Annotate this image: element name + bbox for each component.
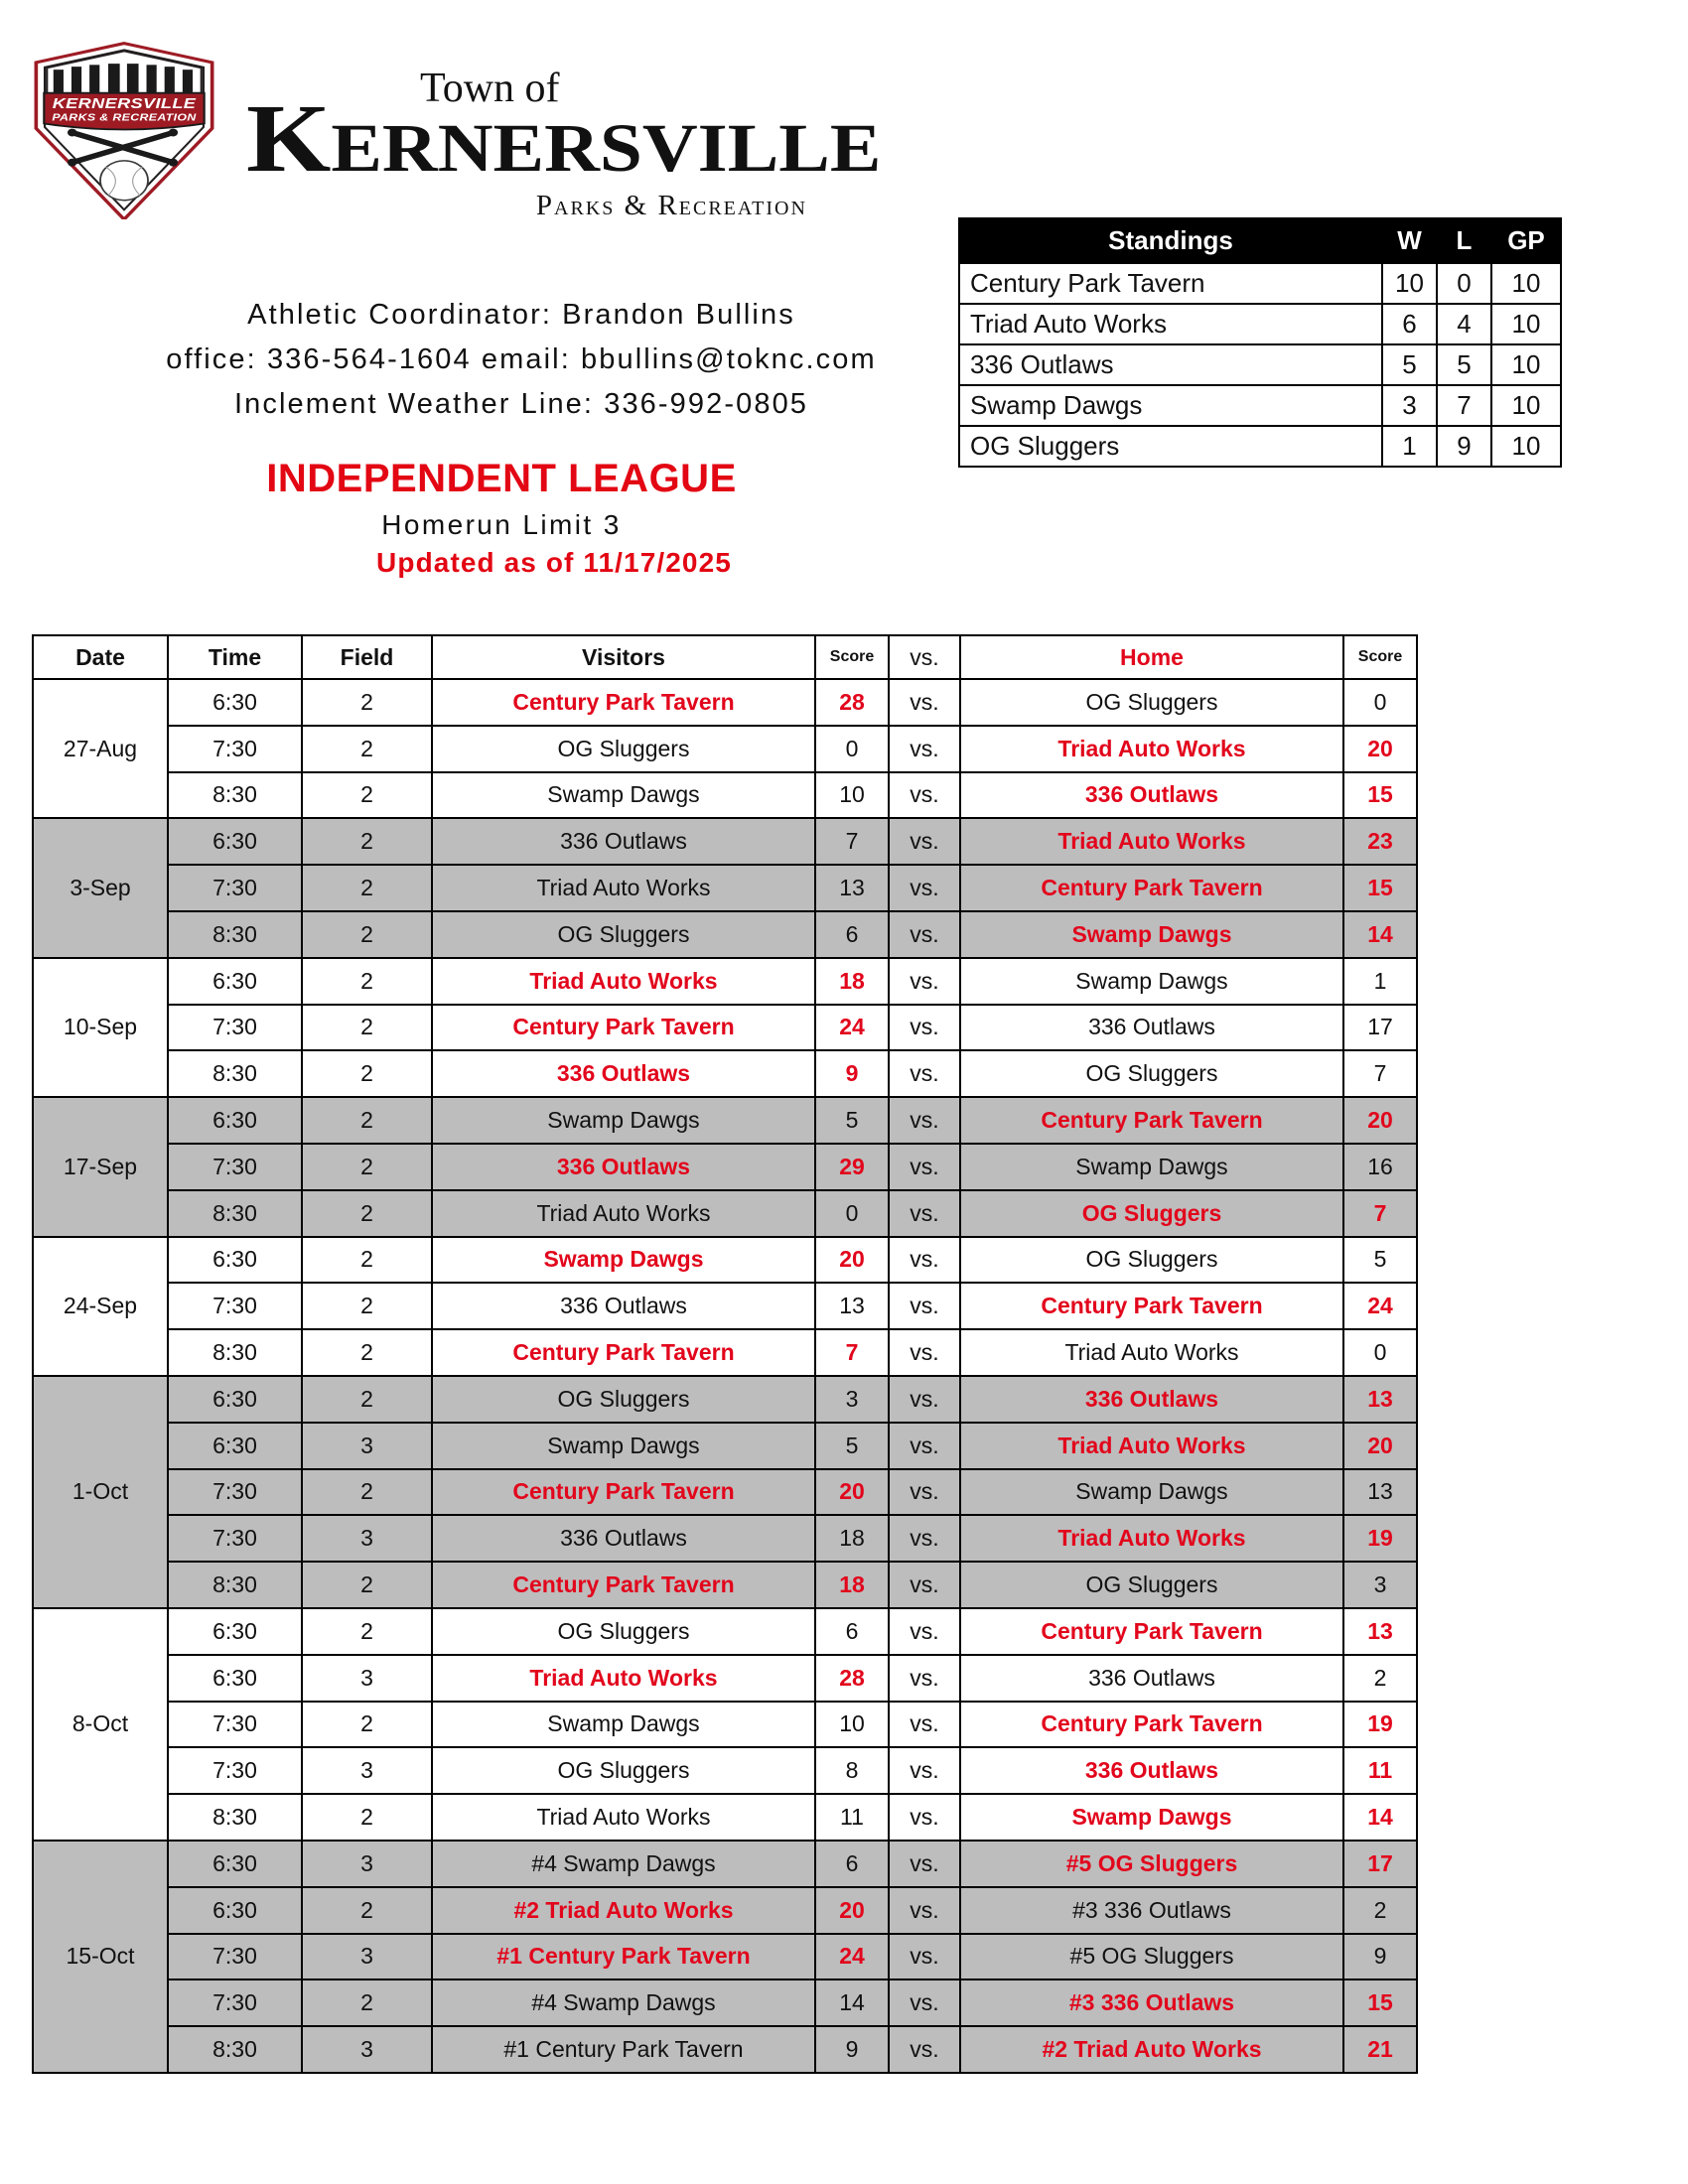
svg-text:PARKS & RECREATION: PARKS & RECREATION: [52, 112, 197, 123]
svg-text:KERNERSVILLE: KERNERSVILLE: [53, 94, 197, 111]
